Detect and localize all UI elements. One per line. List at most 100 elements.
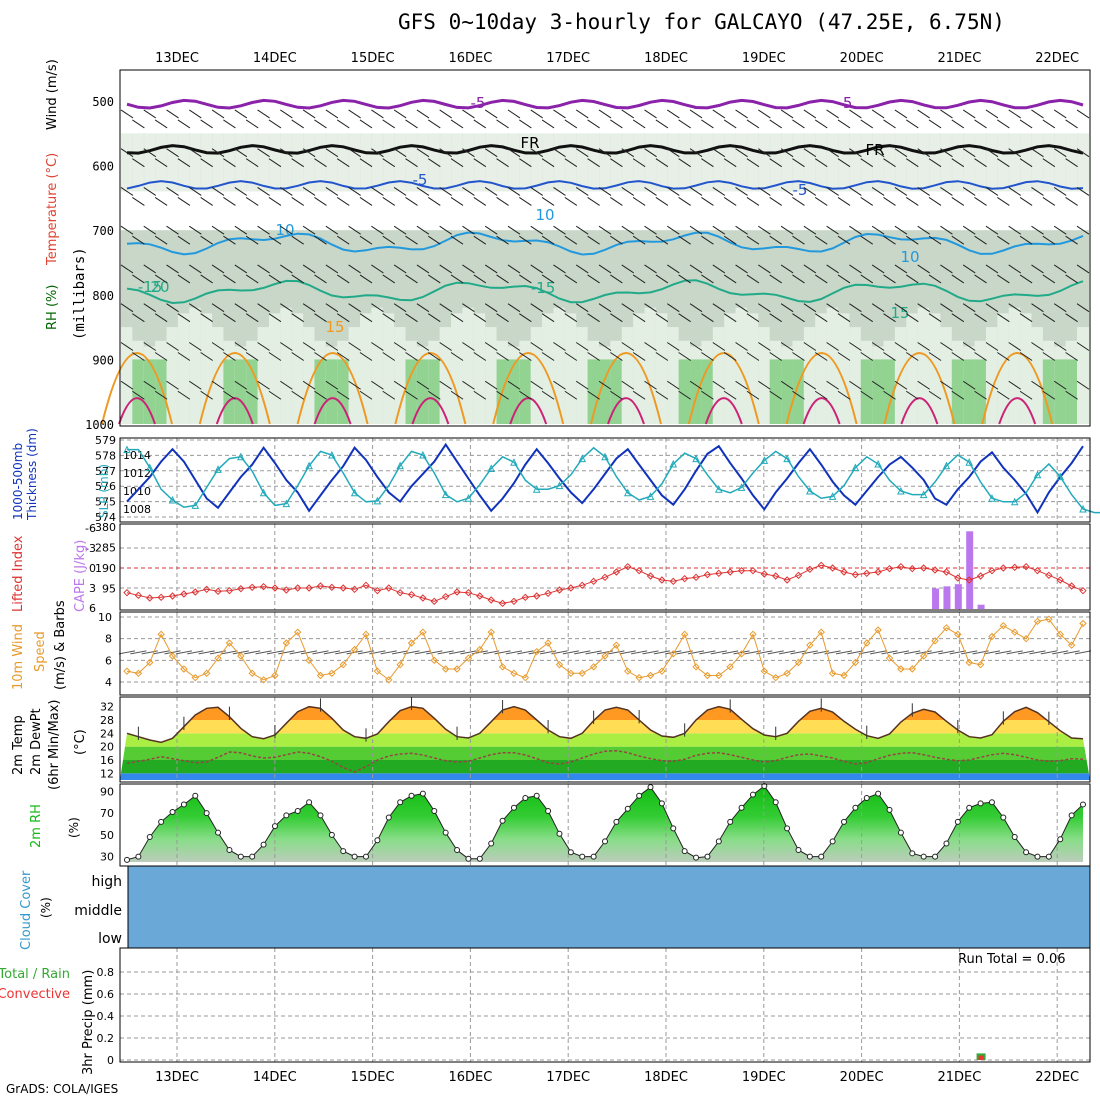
wind-barb [268,158,282,168]
slp-point [783,454,791,463]
wind-barb [575,264,589,274]
wind-barb [575,303,589,313]
li-panel-frame [119,523,1091,611]
rh-shade [1054,133,1067,192]
wind-barb [553,148,566,158]
lifted-index-point [350,585,359,594]
isotherm-20-line [785,352,858,425]
wind-barb [120,380,134,390]
rh-shade [337,359,350,424]
slp-point [1033,470,1042,479]
thickness-line [126,442,1084,515]
wind-barb [393,342,407,351]
wind-speed-point [783,669,791,678]
wind-barb [587,390,600,400]
wind-barb [780,380,794,390]
wind-barb [644,380,657,390]
rh-point [124,856,130,863]
wind-barb [223,158,236,168]
wind-barb [416,303,430,313]
wind-barb [1042,158,1056,168]
wind-barb [291,119,304,129]
rh-point [1023,849,1030,856]
rh-point [875,790,882,797]
wind-barb [701,313,714,323]
rh-shade [462,307,475,424]
wind-barb [792,352,805,361]
wind-speed-point [441,665,450,673]
rh-point [488,840,495,847]
wind-barb [769,352,782,361]
rh-point [693,854,700,861]
rh-shade [143,133,156,192]
wind-barb [437,650,454,655]
wind-barb [405,119,418,129]
wind-barb [587,274,600,284]
temp-line [126,705,1084,744]
lifted-index-point [339,584,347,592]
slp-point [214,465,222,473]
cape-bar [954,584,962,609]
wind-barb [644,225,657,235]
date-label-bottom: 17DEC [546,1070,590,1085]
wind-barb [746,158,760,168]
thickness-ytick: 574 [95,511,116,524]
wind-barb [678,390,691,400]
wind-barb [610,235,623,245]
wind-barb [608,650,625,655]
lifted-index-point [635,566,643,575]
isotherm-label: -5 [838,94,853,112]
rh-point [385,814,392,821]
wind-barb [974,197,987,206]
date-label-bottom: 20DEC [840,1070,884,1085]
wind-barb [223,119,236,129]
wind-barb [814,390,828,400]
thickness-ytick: 575 [95,496,116,509]
wind-barb [325,303,339,313]
wind-barb [336,197,350,206]
wind-barb [143,380,157,390]
wind-barb [245,390,259,400]
wind-barb [450,274,464,284]
lifted-index-point [1056,576,1064,584]
rh-shade [644,307,657,424]
wind-barb [245,197,259,206]
wind-barb [428,390,441,400]
rh-point [556,830,563,837]
temp-ytick: 28 [100,714,114,727]
wind-barb [211,380,225,390]
rh-shade [860,359,873,424]
rh-point [454,847,461,854]
date-label-bottom: 19DEC [742,1070,786,1085]
slp-point [1010,497,1019,506]
slp-line [127,446,1100,514]
wind-barb [507,148,521,158]
wind-barb [780,225,794,235]
rh-point [476,855,483,862]
lifted-index-point [1011,563,1019,572]
wind-barb [940,148,953,158]
wind-barb [858,650,875,655]
wind-barb [257,109,270,119]
wind-ylabel: (m/s) & Barbs [53,600,68,690]
rh-shade [576,133,589,192]
rh-shade [303,327,316,424]
slp-point [1079,504,1087,513]
rh-point [624,805,631,812]
rh-shade [599,359,611,424]
slp-point [282,499,291,508]
wind-barb [405,235,418,245]
rh-shade [291,313,304,424]
lifted-index-point [487,596,495,604]
wind-speed-point [737,650,746,658]
temp-band [120,760,1090,774]
wind-barb [1063,650,1080,655]
temp-ylabel: Temperature (°C) [45,153,60,266]
date-label-bottom: 18DEC [644,1070,688,1085]
wind-barb [1053,187,1067,196]
slp-point [737,483,746,491]
wind-barb [1008,380,1021,390]
slp-point [646,492,655,500]
slp-ytick: 1014 [123,449,151,462]
wind-barb [699,650,716,655]
